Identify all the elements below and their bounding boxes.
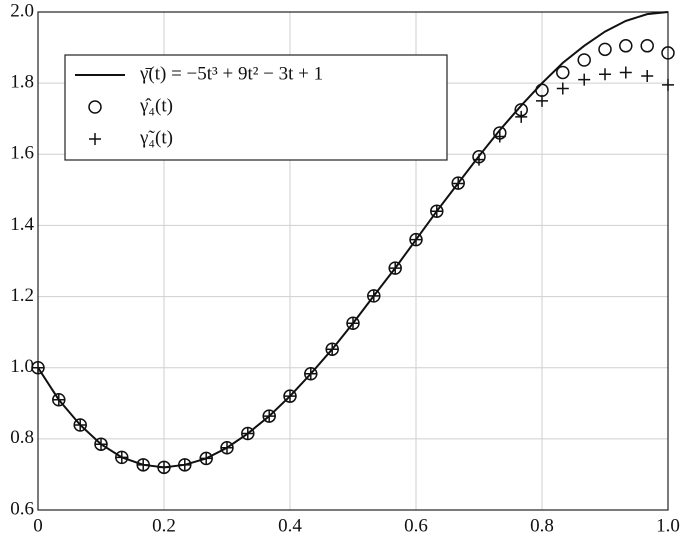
y-tick-label: 0.6	[10, 498, 34, 519]
data-point	[74, 418, 87, 431]
data-point	[578, 73, 591, 86]
data-point	[515, 110, 528, 123]
data-point	[536, 94, 548, 107]
data-point	[137, 458, 150, 471]
data-point	[115, 451, 128, 464]
data-point	[619, 39, 633, 53]
data-point	[263, 410, 276, 423]
data-point	[95, 438, 107, 451]
y-tick-label: 1.6	[10, 143, 34, 164]
y-tick-label: 1.0	[10, 356, 34, 377]
data-point	[347, 317, 359, 330]
y-tick-label: 0.8	[10, 427, 34, 448]
legend-label: γ̄(t) = −5t³ + 9t² − 3t + 1	[139, 63, 323, 84]
data-point	[52, 393, 65, 406]
legend-swatch	[89, 133, 101, 145]
data-point	[326, 343, 339, 356]
data-point	[284, 390, 296, 403]
x-tick-label: 0.6	[404, 515, 428, 536]
legend-label: γ̂₄(t)	[139, 95, 173, 116]
data-point	[241, 427, 254, 440]
data-point	[599, 68, 611, 81]
legend: γ̄(t) = −5t³ + 9t² − 3t + 1 γ̂₄(t) γ̃₄(t)	[64, 54, 448, 161]
x-tick-label: 0	[33, 515, 43, 536]
data-point	[598, 42, 612, 57]
data-point	[32, 361, 44, 374]
data-point	[158, 461, 170, 474]
data-point	[556, 65, 570, 80]
data-point	[493, 130, 506, 143]
y-tick-label: 2.0	[10, 0, 34, 21]
data-point	[304, 367, 317, 380]
data-point	[556, 82, 569, 95]
data-point	[662, 78, 674, 91]
x-tick-label: 0.4	[278, 515, 302, 536]
data-point	[619, 66, 632, 79]
data-point	[641, 70, 654, 83]
x-tick-label: 1.0	[656, 515, 680, 536]
data-point	[640, 39, 654, 53]
y-tick-label: 1.8	[10, 72, 34, 93]
data-point	[577, 53, 591, 67]
plot-frame	[37, 11, 669, 511]
data-point	[410, 233, 422, 246]
data-point	[389, 262, 402, 275]
legend-label: γ̃₄(t)	[139, 127, 173, 148]
y-tick-label: 1.2	[10, 285, 34, 306]
legend-box	[64, 54, 448, 161]
data-point	[200, 452, 213, 465]
y-tick-label: 1.4	[10, 214, 34, 235]
data-point	[178, 458, 191, 471]
data-point	[221, 441, 233, 454]
data-point	[661, 46, 675, 60]
legend-swatch	[88, 100, 102, 114]
x-tick-label: 0.2	[152, 515, 176, 536]
data-point	[430, 205, 443, 218]
data-point	[367, 289, 380, 302]
x-tick-label: 0.8	[530, 515, 554, 536]
data-point	[473, 153, 485, 166]
data-point	[452, 177, 465, 190]
